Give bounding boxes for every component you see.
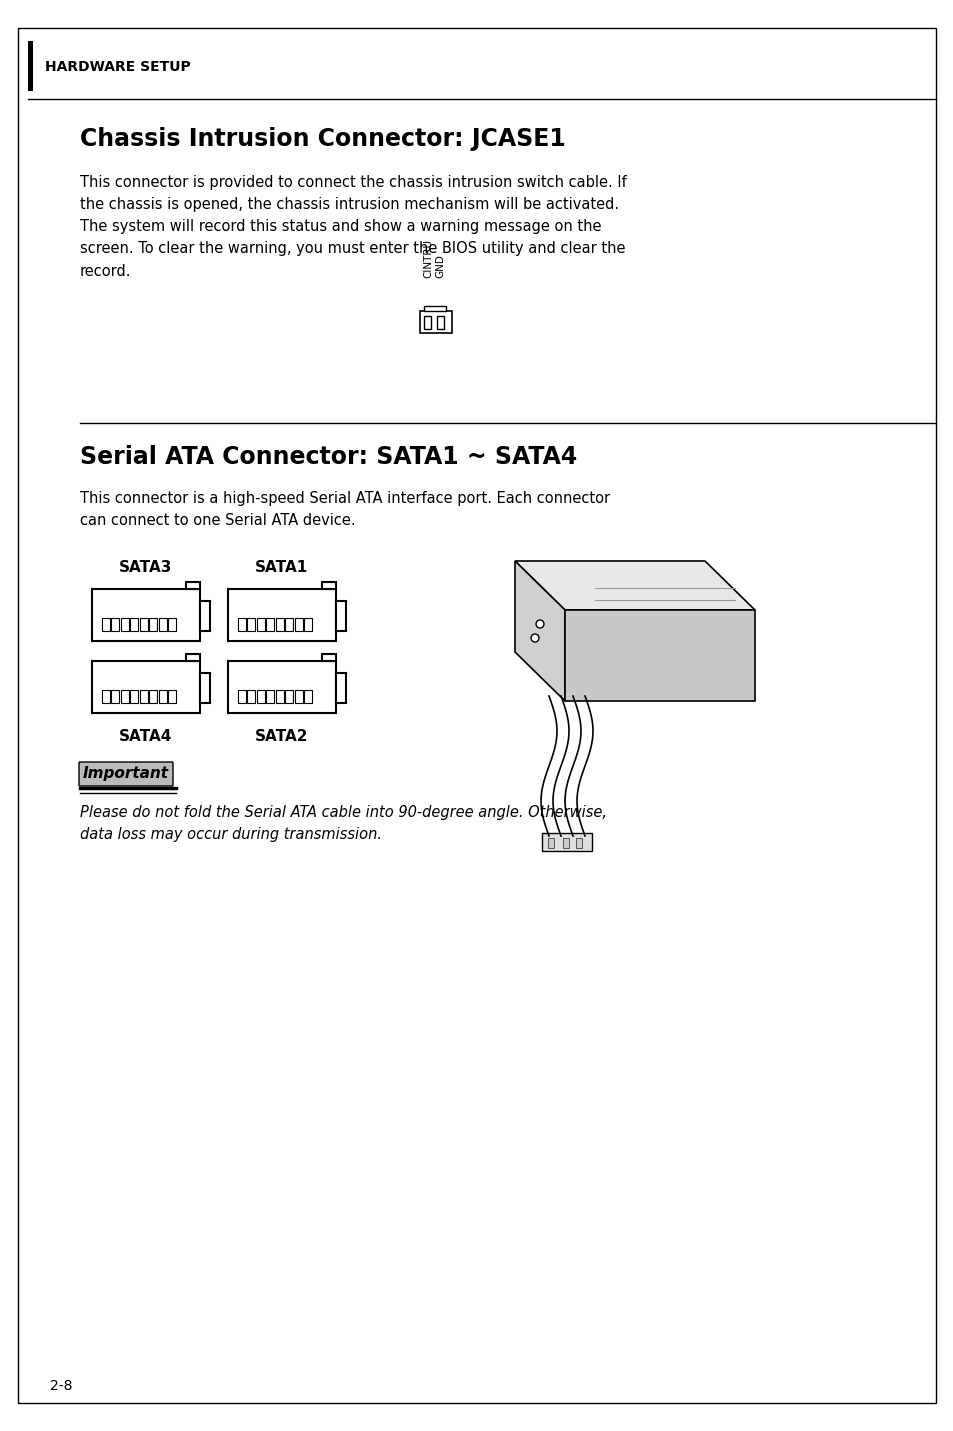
Bar bbox=[237, 618, 246, 631]
Text: can connect to one Serial ATA device.: can connect to one Serial ATA device. bbox=[80, 514, 355, 528]
Text: This connector is a high-speed Serial ATA interface port. Each connector: This connector is a high-speed Serial AT… bbox=[80, 491, 610, 507]
Bar bbox=[335, 601, 346, 631]
Text: SATA1: SATA1 bbox=[255, 560, 309, 575]
Bar bbox=[169, 618, 176, 631]
Bar bbox=[112, 690, 119, 703]
Bar bbox=[140, 618, 148, 631]
Bar bbox=[419, 311, 452, 333]
Polygon shape bbox=[515, 561, 564, 701]
Bar bbox=[140, 690, 148, 703]
Text: screen. To clear the warning, you must enter the BIOS utility and clear the: screen. To clear the warning, you must e… bbox=[80, 242, 625, 256]
Bar bbox=[121, 690, 129, 703]
Bar bbox=[266, 618, 274, 631]
Bar bbox=[247, 618, 255, 631]
Bar bbox=[275, 690, 284, 703]
Bar bbox=[256, 618, 265, 631]
Bar bbox=[150, 690, 157, 703]
Bar bbox=[186, 654, 200, 661]
Bar bbox=[304, 690, 313, 703]
Text: HARDWARE SETUP: HARDWARE SETUP bbox=[45, 60, 191, 74]
Text: CINTRU: CINTRU bbox=[422, 239, 433, 278]
Text: SATA2: SATA2 bbox=[255, 728, 309, 744]
Bar bbox=[112, 618, 119, 631]
Text: record.: record. bbox=[80, 263, 132, 279]
Bar bbox=[131, 618, 138, 631]
Bar bbox=[102, 690, 110, 703]
Bar bbox=[121, 618, 129, 631]
Text: Serial ATA Connector: SATA1 ~ SATA4: Serial ATA Connector: SATA1 ~ SATA4 bbox=[80, 445, 577, 469]
Text: Important: Important bbox=[83, 767, 169, 781]
Bar bbox=[322, 582, 335, 590]
Bar bbox=[200, 673, 210, 703]
Bar bbox=[436, 316, 443, 329]
Text: The system will record this status and show a warning message on the: The system will record this status and s… bbox=[80, 219, 601, 235]
Bar bbox=[547, 839, 554, 849]
Text: SATA3: SATA3 bbox=[119, 560, 172, 575]
Text: SATA4: SATA4 bbox=[119, 728, 172, 744]
Bar bbox=[285, 618, 294, 631]
Bar bbox=[285, 690, 294, 703]
Bar bbox=[247, 690, 255, 703]
Bar bbox=[423, 316, 431, 329]
Bar bbox=[91, 661, 200, 713]
Bar bbox=[186, 582, 200, 590]
Bar bbox=[304, 618, 313, 631]
Bar bbox=[28, 41, 33, 92]
Bar bbox=[423, 306, 446, 311]
Bar bbox=[91, 590, 200, 641]
Bar bbox=[237, 690, 246, 703]
Text: 2-8: 2-8 bbox=[50, 1379, 72, 1392]
Bar bbox=[322, 654, 335, 661]
Bar bbox=[102, 618, 110, 631]
Bar bbox=[150, 618, 157, 631]
Circle shape bbox=[536, 620, 543, 628]
Text: the chassis is opened, the chassis intrusion mechanism will be activated.: the chassis is opened, the chassis intru… bbox=[80, 197, 618, 212]
Bar bbox=[159, 690, 167, 703]
Text: GND: GND bbox=[435, 255, 444, 278]
Bar bbox=[562, 839, 568, 849]
Bar bbox=[159, 618, 167, 631]
FancyBboxPatch shape bbox=[79, 761, 172, 786]
Bar bbox=[200, 601, 210, 631]
Bar bbox=[275, 618, 284, 631]
Polygon shape bbox=[564, 610, 754, 701]
Text: data loss may occur during transmission.: data loss may occur during transmission. bbox=[80, 827, 381, 843]
Bar bbox=[169, 690, 176, 703]
Text: This connector is provided to connect the chassis intrusion switch cable. If: This connector is provided to connect th… bbox=[80, 176, 626, 190]
Bar bbox=[294, 618, 303, 631]
Bar bbox=[576, 839, 581, 849]
Bar bbox=[294, 690, 303, 703]
Bar bbox=[228, 590, 335, 641]
Bar bbox=[131, 690, 138, 703]
Circle shape bbox=[531, 634, 538, 643]
Text: Please do not fold the Serial ATA cable into 90-degree angle. Otherwise,: Please do not fold the Serial ATA cable … bbox=[80, 806, 606, 820]
Text: Chassis Intrusion Connector: JCASE1: Chassis Intrusion Connector: JCASE1 bbox=[80, 127, 565, 152]
Bar bbox=[266, 690, 274, 703]
Bar bbox=[256, 690, 265, 703]
Bar bbox=[541, 833, 592, 851]
Bar bbox=[228, 661, 335, 713]
Bar bbox=[335, 673, 346, 703]
Polygon shape bbox=[515, 561, 754, 610]
